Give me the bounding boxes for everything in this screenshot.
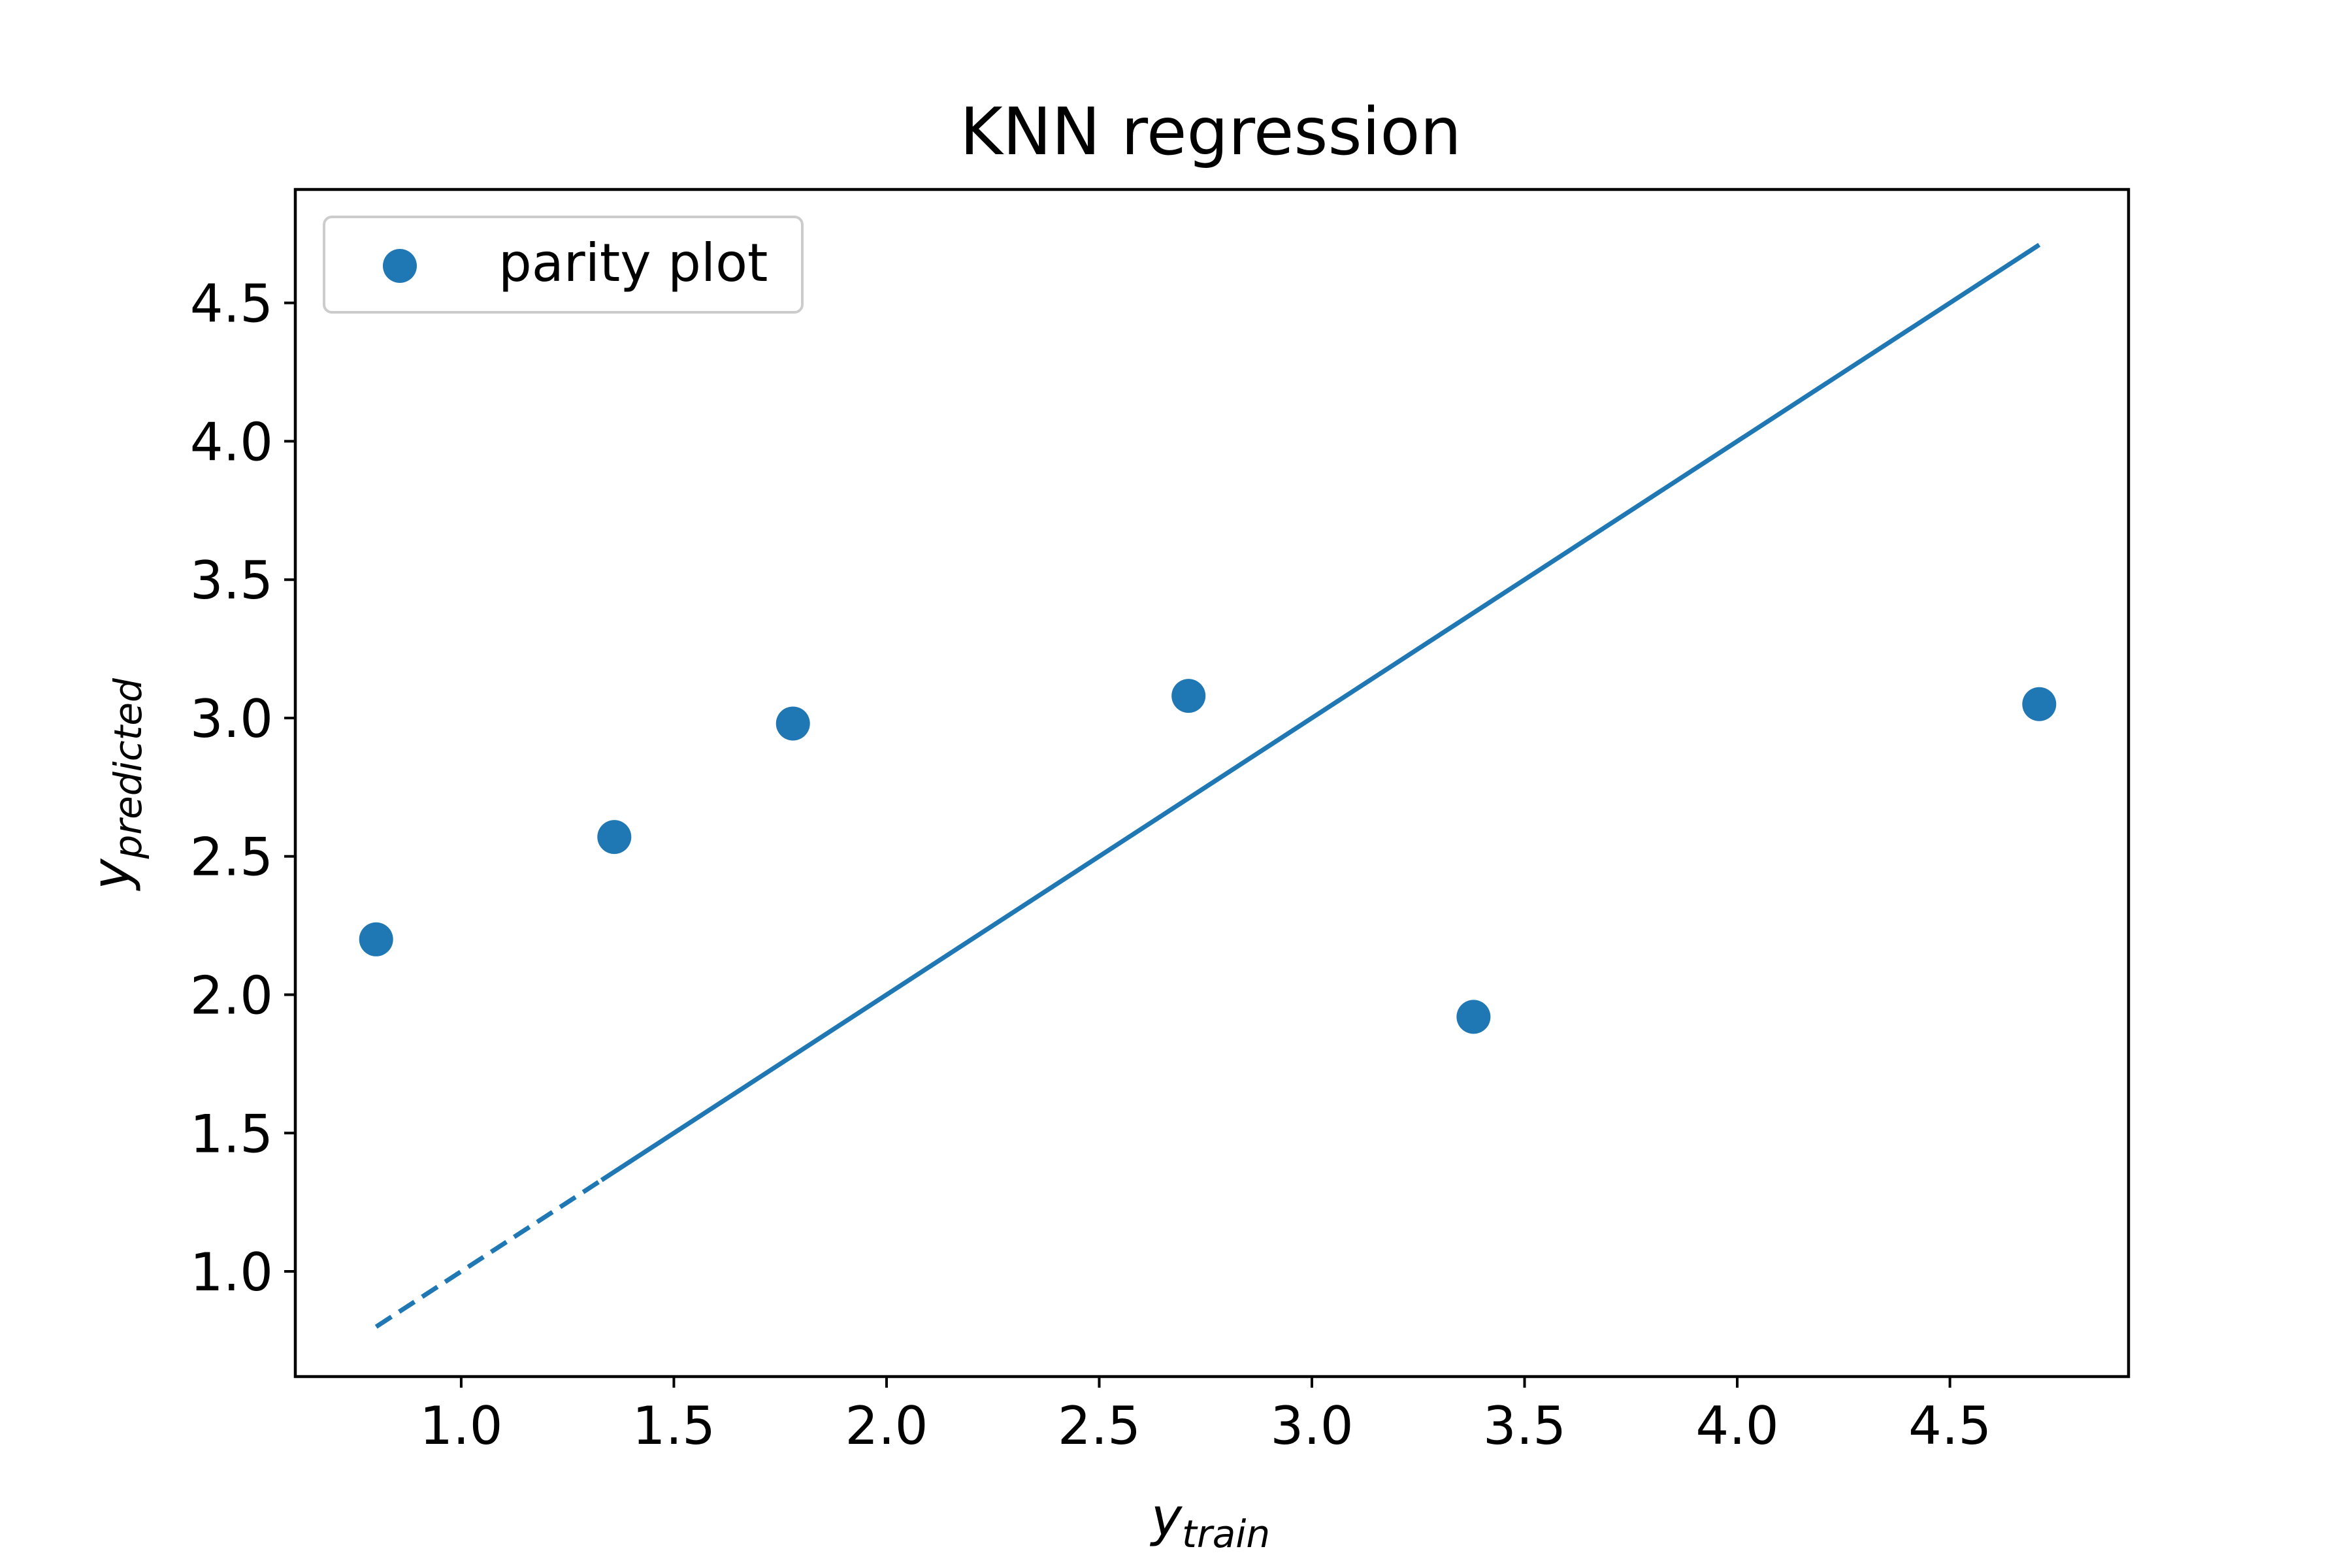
y-axis-label: ypredicted xyxy=(81,678,150,891)
x-axis: 1.0 1.5 2.0 2.5 3.0 3.5 4.0 4.5 xyxy=(419,1377,1991,1456)
y-axis-label-subscript: predicted xyxy=(106,678,150,860)
x-tick-label: 1.0 xyxy=(419,1396,502,1456)
y-tick-label: 1.0 xyxy=(190,1242,273,1303)
y-tick-label: 4.0 xyxy=(190,412,273,472)
y-tick-label: 1.5 xyxy=(190,1103,273,1164)
legend-label: parity plot xyxy=(498,233,768,293)
data-point xyxy=(1171,679,1206,713)
x-tick-label: 2.0 xyxy=(845,1396,928,1456)
data-point xyxy=(597,820,632,855)
y-tick-label: 3.0 xyxy=(190,689,273,749)
x-tick-label: 4.0 xyxy=(1695,1396,1778,1456)
x-tick-label: 3.5 xyxy=(1483,1396,1566,1456)
data-point xyxy=(2022,687,2057,721)
data-point xyxy=(776,706,810,741)
parity-line-solid xyxy=(600,242,2041,1183)
legend: parity plot xyxy=(323,216,804,314)
x-tick-label: 2.5 xyxy=(1058,1396,1141,1456)
y-tick-label: 2.0 xyxy=(190,966,273,1026)
x-tick-label: 3.0 xyxy=(1270,1396,1353,1456)
y-axis: 1.0 1.5 2.0 2.5 3.0 3.5 4.0 4.5 xyxy=(190,274,295,1303)
legend-marker xyxy=(383,249,417,283)
x-axis-label: ytrain xyxy=(1150,1487,1270,1556)
x-axis-label-base: y xyxy=(1150,1487,1183,1548)
chart-title: KNN regression xyxy=(960,93,1462,170)
x-axis-label-subscript: train xyxy=(1182,1512,1270,1556)
parity-line-dashed xyxy=(374,1178,603,1329)
plot-area xyxy=(359,242,2057,1329)
y-tick-label: 3.5 xyxy=(190,550,273,611)
data-point xyxy=(359,922,393,956)
data-point xyxy=(1456,1000,1491,1034)
y-tick-label: 4.5 xyxy=(190,274,273,335)
x-tick-label: 1.5 xyxy=(632,1396,715,1456)
y-axis-label-base: y xyxy=(81,858,142,891)
y-tick-label: 2.5 xyxy=(190,827,273,888)
legend-box xyxy=(323,216,804,314)
x-tick-label: 4.5 xyxy=(1908,1396,1991,1456)
axes-frame xyxy=(293,188,2131,1379)
